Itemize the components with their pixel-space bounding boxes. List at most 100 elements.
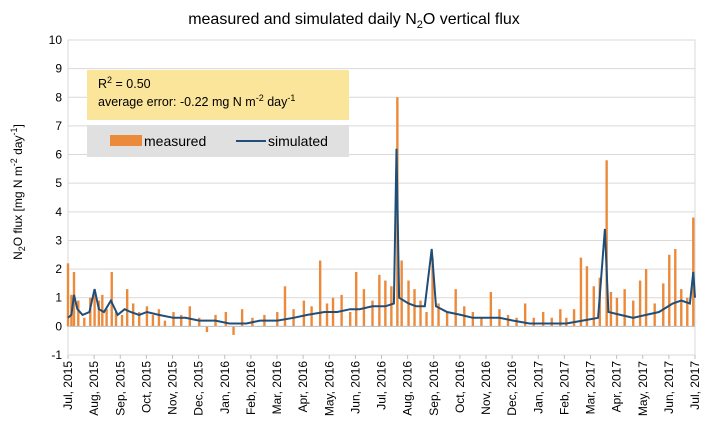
x-tick-label: Oct, 2015	[139, 361, 153, 413]
measured-bar	[559, 309, 562, 327]
measured-bar	[425, 312, 428, 327]
y-tick-label: 10	[49, 33, 63, 47]
x-tick-label: Nov, 2016	[479, 361, 493, 415]
y-tick-label: 7	[55, 119, 62, 133]
y-tick-label: -1	[51, 348, 62, 362]
measured-bar	[686, 297, 689, 327]
legend: measured simulated	[87, 125, 349, 157]
x-tick-label: Aug, 2015	[87, 361, 101, 416]
measured-bar	[137, 312, 141, 327]
measured-bar	[318, 260, 322, 327]
measured-bar	[378, 274, 381, 327]
y-axis-title-part: O flux [mg N m	[11, 166, 25, 246]
measured-bar	[480, 317, 483, 327]
measured-bar	[83, 317, 86, 327]
measured-bar	[276, 312, 279, 327]
measured-bar	[172, 312, 175, 327]
x-tick-label: Jul, 2015	[61, 361, 75, 410]
measured-bar	[145, 306, 149, 327]
y-tick-label: 0	[55, 319, 62, 333]
measured-bar	[638, 280, 642, 327]
measured-bar	[668, 254, 671, 327]
measured-bar	[198, 317, 201, 327]
x-tick-label: Jun, 2016	[348, 361, 362, 414]
title-subscript: 2	[417, 19, 423, 31]
measured-bar	[163, 320, 167, 327]
y-axis-title-part: 2	[17, 246, 27, 251]
measured-bar	[400, 260, 403, 327]
chart-title: measured and simulated daily N2O vertica…	[188, 11, 520, 31]
measured-bar	[662, 283, 665, 327]
x-tick-label: Jun, 2017	[662, 361, 676, 414]
measured-bar	[615, 297, 619, 327]
y-tick-label: 5	[55, 176, 62, 190]
measured-bar	[674, 249, 677, 327]
title-text-part: O vertical flux	[423, 11, 520, 28]
measured-bar	[605, 160, 608, 327]
r2-text-part: R	[98, 77, 107, 91]
title-text-part: measured and simulated daily N	[188, 11, 417, 28]
x-tick-label: May, 2017	[636, 361, 650, 416]
x-tick-label: Jan, 2016	[218, 361, 232, 414]
measured-bar	[283, 286, 287, 327]
measured-bar	[532, 317, 535, 327]
y-tick-labels: -1 0 1 2 3 4 5 6 7 8 9 10	[49, 33, 63, 362]
measured-bar	[125, 289, 129, 327]
measured-bar	[348, 312, 352, 327]
measured-bar	[97, 300, 101, 327]
y-tick-label: 3	[55, 233, 62, 247]
measured-bar	[384, 280, 387, 327]
x-tick-label: Jul, 2017	[688, 361, 702, 410]
x-tick-label: Mar, 2016	[270, 361, 284, 415]
measured-bar	[232, 326, 235, 335]
x-tick-label: Aug, 2016	[401, 361, 415, 416]
x-tick-label: Apr, 2017	[610, 361, 624, 413]
measured-bar	[431, 257, 434, 327]
error-superscript: -1	[287, 93, 295, 103]
error-text-part: day	[264, 95, 288, 109]
measured-bar	[454, 289, 457, 327]
measured-bar	[579, 257, 583, 327]
measured-bar	[471, 312, 475, 327]
error-superscript: -2	[256, 93, 264, 103]
x-tick-label: May, 2016	[322, 361, 336, 416]
measured-bar	[390, 286, 393, 327]
y-axis-title-part: N	[11, 251, 25, 260]
x-tick-labels: Jul, 2015 Aug, 2015 Sep, 2015 Oct, 2015 Nov,…	[61, 355, 702, 416]
y-tick-label: 1	[55, 291, 62, 305]
r2-superscript: 2	[107, 75, 112, 85]
error-text-part: average error: -0.22 mg N m	[98, 95, 256, 109]
measured-bar	[110, 271, 113, 327]
measured-bar	[120, 314, 124, 327]
measured-bar	[565, 317, 568, 327]
measured-bar	[105, 309, 108, 327]
measured-bar	[680, 289, 683, 327]
measured-bar	[437, 303, 440, 327]
simulated-line	[67, 148, 696, 325]
measured-bar	[157, 309, 161, 327]
x-tick-label: Mar, 2017	[584, 361, 598, 415]
fit-statistics-background	[87, 70, 349, 120]
y-tick-label: 8	[55, 90, 62, 104]
x-tick-label: Feb, 2017	[557, 361, 571, 415]
measured-bar	[114, 312, 118, 327]
measured-bar	[180, 314, 183, 327]
y-tick-label: 2	[55, 262, 62, 276]
measured-bar	[131, 303, 135, 327]
y-axis-title-part: -1	[9, 127, 19, 135]
x-tick-label: Jan, 2017	[531, 361, 545, 414]
x-tick-label: Sep, 2015	[113, 361, 127, 416]
y-axis-title-part: day	[11, 135, 25, 158]
measured-bar	[541, 312, 545, 327]
measured-bar	[632, 300, 635, 327]
measured-bar	[609, 292, 613, 327]
measured-bar	[523, 303, 527, 327]
measured-bar	[506, 314, 510, 327]
measured-bar	[550, 317, 553, 327]
x-tick-label: Sep, 2016	[427, 361, 441, 416]
measured-bar	[302, 300, 306, 327]
y-axis-title-part: ]	[11, 124, 25, 127]
x-tick-label: Nov, 2015	[166, 361, 180, 415]
y-axis-title-part: -2	[9, 158, 19, 166]
measured-bar	[371, 300, 374, 327]
